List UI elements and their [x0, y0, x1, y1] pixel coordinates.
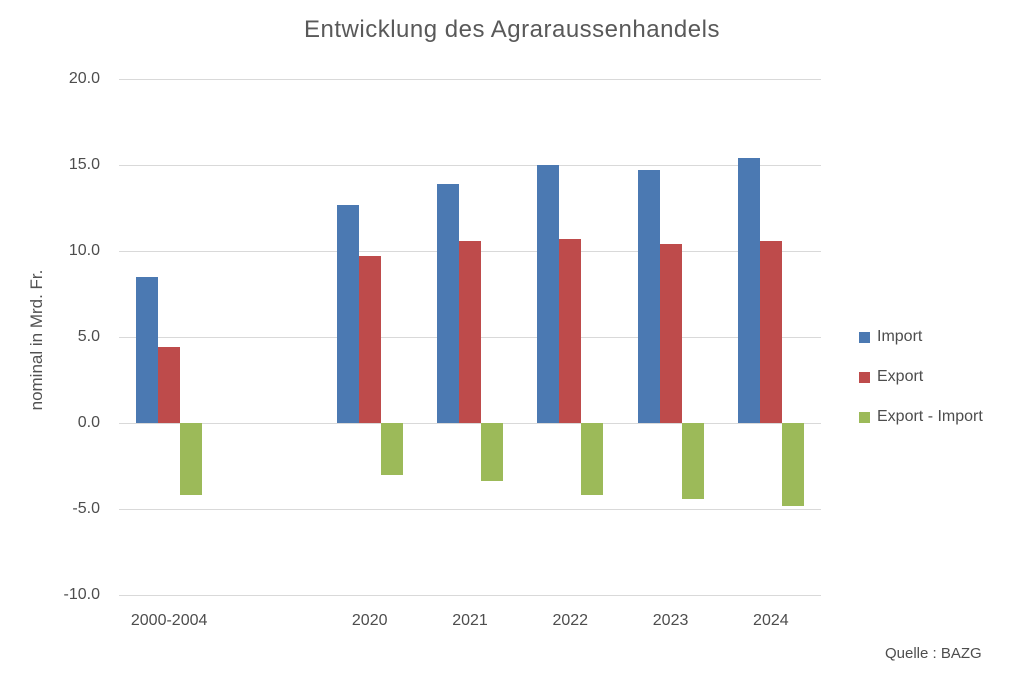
x-axis-label-2023: 2023 [652, 612, 689, 629]
bar-export-2022 [559, 238, 582, 423]
bar-export-import-2022 [581, 423, 604, 496]
bar-import-2021 [437, 183, 459, 423]
plot-area [119, 78, 821, 596]
x-axis-label-2024: 2024 [753, 612, 789, 629]
y-tick-label: 20.0 [68, 70, 100, 87]
legend-label-export: Export [877, 368, 924, 385]
bar-export-2021 [459, 240, 481, 423]
gridline-15.0 [119, 164, 821, 166]
y-tick-label: 10.0 [68, 242, 100, 259]
legend-item-export: Export [859, 368, 983, 386]
bar-export-2000-2004 [158, 347, 181, 423]
y-tick-label: 15.0 [68, 156, 100, 173]
gridline--5.0 [119, 508, 821, 510]
source-note: Quelle : BAZG [885, 645, 982, 662]
legend-label-export-import: Export - Import [877, 408, 983, 425]
chart-title: Entwicklung des Agraraussenhandels [304, 16, 720, 43]
gridline-20.0 [119, 78, 821, 80]
legend-swatch-import-icon [859, 331, 870, 343]
legend-label-import: Import [877, 328, 923, 345]
bar-export-import-2023 [681, 423, 704, 499]
bar-export-import-2024 [781, 423, 804, 506]
bar-import-2024 [737, 158, 760, 423]
y-tick-label: -10.0 [63, 586, 100, 603]
legend-swatch-export-import-icon [859, 411, 870, 423]
y-tick-label: -5.0 [72, 500, 100, 517]
x-axis-label-2021: 2021 [452, 612, 488, 629]
legend-item-import: Import [859, 328, 983, 346]
legend-swatch-export-icon [859, 371, 870, 383]
x-axis-label-2022: 2022 [552, 612, 589, 629]
bar-import-2020 [336, 204, 359, 423]
gridline-0.0 [119, 422, 821, 424]
bar-import-2022 [537, 165, 560, 423]
bar-export-import-2021 [481, 423, 503, 482]
bar-export-import-2020 [380, 423, 403, 475]
gridline--10.0 [119, 594, 821, 596]
y-tick-label: 5.0 [77, 328, 100, 345]
bar-export-import-2000-2004 [180, 423, 203, 496]
bar-import-2000-2004 [136, 276, 159, 423]
y-tick-label: 0.0 [77, 414, 100, 431]
legend-item-export-import: Export - Import [859, 408, 983, 426]
legend: Import Export Export - Import [859, 328, 983, 448]
bar-export-2024 [759, 240, 782, 423]
x-axis-label-2020: 2020 [351, 612, 388, 629]
bar-export-2023 [659, 244, 682, 423]
bar-import-2023 [637, 170, 660, 423]
x-axis-label-2000-2004: 2000-2004 [130, 612, 208, 629]
bar-export-2020 [358, 256, 381, 423]
